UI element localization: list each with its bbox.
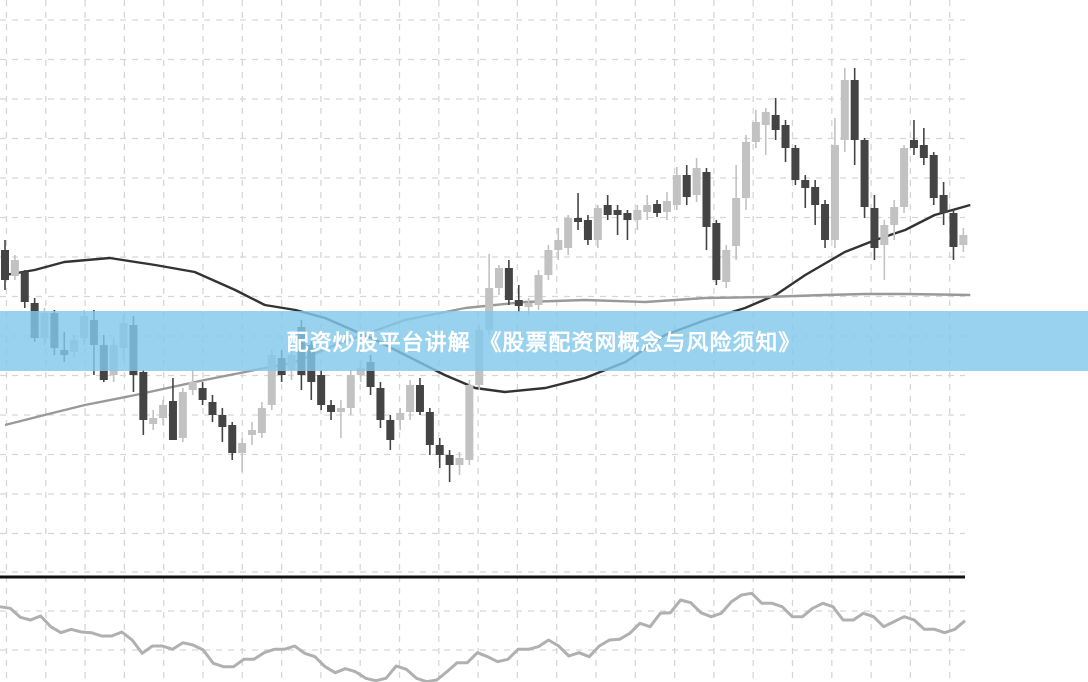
candle-bullish [662,201,671,212]
candle-bullish [465,385,474,460]
candle-bearish [366,362,375,387]
candle-bullish [959,235,968,245]
candle-bullish [751,122,760,142]
candle-bullish [336,408,345,412]
candle-bearish [771,115,780,130]
candle-bearish [514,300,523,306]
candle-bearish [139,372,148,420]
candle-bearish [870,208,879,248]
candle-bullish [396,413,405,420]
candle-bearish [504,268,513,300]
candle-bullish [267,355,276,405]
candle-bullish [406,385,415,412]
candle-bearish [435,445,444,455]
candle-bullish [544,250,553,275]
candle-bearish [712,223,721,280]
candle-bearish [623,213,632,220]
candle-bullish [761,112,770,125]
candle-bearish [919,145,928,158]
candle-bullish [890,207,899,225]
candle-bearish [327,405,336,412]
candle-bullish [554,240,563,250]
candle-bullish [10,260,19,276]
candle-bearish [583,220,592,240]
candle-bearish [939,195,948,213]
moving-average-dark [4,203,971,394]
candle-bearish [860,140,869,207]
candle-bullish [485,288,494,330]
candle-bullish [830,145,839,240]
candle-bullish [356,368,365,375]
candle-bullish [534,275,543,305]
candle-bullish [346,375,355,408]
candle-bullish [159,405,168,418]
oscillator-line [0,591,966,682]
candle-bearish [415,385,424,412]
candle-bullish [633,210,642,220]
candle-bullish [238,443,247,453]
candle-bearish [801,180,810,188]
candle-bearish [208,402,217,415]
candle-bearish [445,455,454,465]
candle-bullish [840,80,849,140]
candle-bearish [198,388,207,400]
title-banner: 配资炒股平台讲解 《股票配资网概念与风险须知》 [0,311,1088,371]
candle-bullish [495,268,503,288]
candle-bearish [603,205,612,215]
candle-bearish [425,412,434,445]
candle-bearish [821,204,830,240]
candle-bearish [1,250,9,280]
candle-bullish [149,418,158,424]
candle-bullish [455,458,464,465]
candle-bullish [188,382,197,390]
candle-bullish [672,175,681,205]
candle-bearish [574,218,583,222]
candle-bullish [722,250,731,282]
candle-bullish [257,408,266,433]
candle-bearish [376,388,385,420]
candle-bearish [218,415,227,427]
candle-bearish [386,420,395,440]
banner-title: 配资炒股平台讲解 《股票配资网概念与风险须知》 [286,331,802,356]
candle-bearish [781,125,790,148]
candle-bearish [317,375,326,405]
candle-bearish [850,80,859,140]
candle-bullish [248,430,256,435]
candle-bearish [228,425,237,453]
candle-bearish [20,272,29,302]
candle-bearish [613,210,622,215]
candle-bearish [811,187,820,205]
candle-bearish [949,213,958,247]
candle-bearish [702,172,711,227]
moving-average-light [4,292,971,427]
candle-bullish [564,218,573,248]
candle-bearish [929,155,938,198]
candle-bearish [791,148,800,180]
candle-bullish [900,148,909,207]
candle-bullish [880,225,889,245]
candle-bearish [909,140,918,148]
candle-bearish [682,175,691,197]
candle-bearish [168,401,177,440]
candle-bullish [593,208,602,240]
candle-bullish [524,303,533,307]
candle-bullish [742,142,750,198]
candle-bearish [653,204,662,213]
candle-bullish [643,205,652,212]
candle-bullish [178,392,187,438]
candle-bullish [732,198,741,246]
candle-bullish [692,168,701,195]
